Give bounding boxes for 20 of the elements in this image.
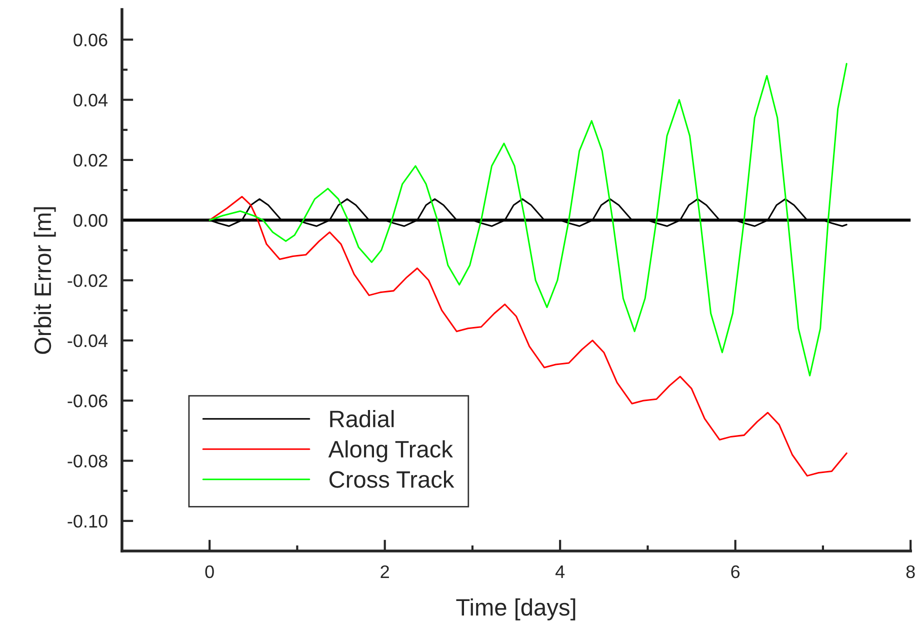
x-tick-label: 8 (906, 565, 915, 578)
y-tick-label: -0.04 (68, 334, 108, 348)
legend-label: Radial (330, 410, 394, 428)
x-tick-label: 4 (555, 566, 565, 578)
y-tick-label: 0.02 (74, 154, 108, 167)
y-tick-label: 0.00 (74, 214, 108, 227)
legend-label: Cross Track (329, 470, 454, 488)
x-axis-title: Time [days] (456, 598, 576, 620)
y-tick-label: -0.08 (68, 454, 108, 468)
y-tick-label: -0.02 (68, 274, 108, 287)
line-series (208, 62, 848, 376)
x-tick-label: 0 (205, 565, 214, 578)
y-tick-label: -0.10 (68, 514, 108, 528)
x-tick-label: 2 (380, 565, 389, 578)
legend-label: Along Track (328, 440, 453, 462)
x-tick-label: 6 (731, 565, 740, 578)
y-tick-label: -0.06 (68, 394, 108, 408)
y-tick-label: 0.04 (74, 94, 108, 107)
y-axis-title: Orbit Error [m] (34, 207, 56, 354)
y-tick-label: 0.06 (74, 34, 108, 46)
